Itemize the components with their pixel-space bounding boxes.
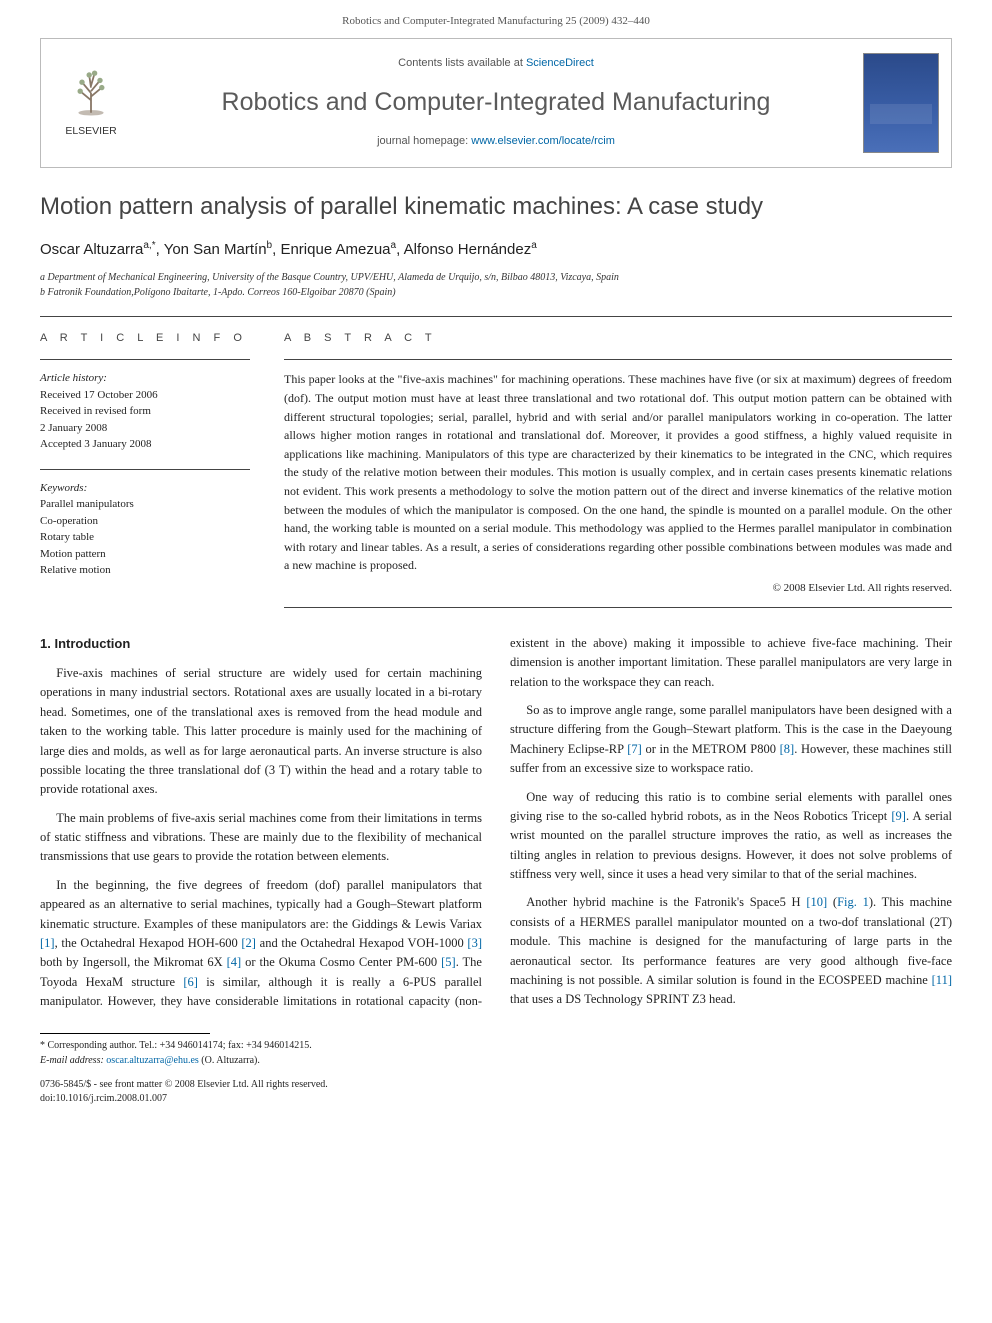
para-6-seg-d: that uses a DS Technology SPRINT Z3 head… [510,992,736,1006]
keyword-2: Co-operation [40,513,250,530]
para-5-seg-a: One way of reducing this ratio is to com… [510,790,952,823]
abstract-col: A B S T R A C T This paper looks at the … [284,331,952,607]
sciencedirect-link[interactable]: ScienceDirect [526,57,594,69]
email-who: (O. Altuzarra). [199,1055,260,1066]
page-footer: * Corresponding author. Tel.: +34 946014… [0,1033,992,1122]
revised-line1: Received in revised form [40,403,250,420]
affiliation-b: b Fatronik Foundation,Polígono Ibaitarte… [40,285,952,300]
divider [40,316,952,317]
author-2: Yon San Martín [164,241,267,258]
journal-cover-icon [863,53,939,153]
ref-link-1[interactable]: [1] [40,936,55,950]
abstract-copyright: © 2008 Elsevier Ltd. All rights reserved… [284,581,952,597]
divider [284,359,952,360]
publisher-name: ELSEVIER [65,124,116,139]
revised-line2: 2 January 2008 [40,420,250,437]
contents-line: Contents lists available at ScienceDirec… [398,56,594,72]
para-4: So as to improve angle range, some paral… [510,701,952,779]
author-2-sup: b [267,240,273,251]
homepage-prefix: journal homepage: [377,135,471,147]
doi-line: doi:10.1016/j.rcim.2008.01.007 [40,1092,952,1106]
divider [40,359,250,360]
accepted-date: Accepted 3 January 2008 [40,436,250,453]
article-title: Motion pattern analysis of parallel kine… [40,190,952,225]
running-header: Robotics and Computer-Integrated Manufac… [0,0,992,38]
keywords-label: Keywords: [40,480,250,497]
author-4: Alfonso Hernández [404,241,532,258]
author-3-sup: a [391,240,397,251]
author-1-sup: a,* [143,240,155,251]
ref-link-3[interactable]: [3] [467,936,482,950]
email-label: E-mail address: [40,1055,106,1066]
abstract-label: A B S T R A C T [284,331,952,347]
corr-author-line: * Corresponding author. Tel.: +34 946014… [40,1038,952,1053]
ref-link-7[interactable]: [7] [627,742,642,756]
ref-link-4[interactable]: [4] [227,955,242,969]
homepage-line: journal homepage: www.elsevier.com/locat… [377,134,615,150]
authors-line: Oscar Altuzarraa,*, Yon San Martínb, Enr… [40,239,952,261]
author-1: Oscar Altuzarra [40,241,143,258]
para-2: The main problems of five-axis serial ma… [40,809,482,867]
divider [40,469,250,470]
ref-link-11[interactable]: [11] [932,973,952,987]
contents-prefix: Contents lists available at [398,57,526,69]
ref-link-8[interactable]: [8] [780,742,795,756]
ref-link-6[interactable]: [6] [183,975,198,989]
footnote-rule [40,1033,210,1034]
journal-banner: ELSEVIER Contents lists available at Sci… [40,38,952,168]
keyword-3: Rotary table [40,529,250,546]
para-5: One way of reducing this ratio is to com… [510,788,952,885]
abstract-text: This paper looks at the "five-axis machi… [284,370,952,575]
email-link[interactable]: oscar.altuzarra@ehu.es [106,1055,199,1066]
homepage-link[interactable]: www.elsevier.com/locate/rcim [471,135,615,147]
cover-block [851,39,951,167]
para-6-seg-a: Another hybrid machine is the Fatronik's… [526,895,806,909]
para-6: Another hybrid machine is the Fatronik's… [510,893,952,1009]
ref-link-5[interactable]: [5] [441,955,456,969]
journal-title: Robotics and Computer-Integrated Manufac… [222,84,771,120]
issn-block: 0736-5845/$ - see front matter © 2008 El… [40,1078,952,1106]
elsevier-tree-icon [64,66,118,120]
banner-center: Contents lists available at ScienceDirec… [141,39,851,167]
keyword-4: Motion pattern [40,546,250,563]
ref-link-10[interactable]: [10] [806,895,827,909]
keywords-block: Keywords: Parallel manipulators Co-opera… [40,480,250,579]
para-3-seg-b: , the Octahedral Hexapod HOH-600 [55,936,242,950]
fig-link-1[interactable]: Fig. 1 [837,895,869,909]
received-date: Received 17 October 2006 [40,387,250,404]
publisher-block: ELSEVIER [41,39,141,167]
divider [284,607,952,608]
meta-abstract-row: A R T I C L E I N F O Article history: R… [40,331,952,607]
ref-link-9[interactable]: [9] [891,809,906,823]
article-info-label: A R T I C L E I N F O [40,331,250,347]
ref-link-2[interactable]: [2] [241,936,256,950]
keyword-5: Relative motion [40,562,250,579]
para-6-seg-b: ( [827,895,837,909]
history-label: Article history: [40,370,250,387]
body-columns: 1. Introduction Five-axis machines of se… [40,634,952,1015]
section-heading-intro: 1. Introduction [40,634,482,654]
para-3-seg-c: and the Octahedral Hexapod VOH-1000 [256,936,467,950]
citation: Robotics and Computer-Integrated Manufac… [342,15,650,27]
article-info-col: A R T I C L E I N F O Article history: R… [40,331,250,607]
issn-line-1: 0736-5845/$ - see front matter © 2008 El… [40,1078,952,1092]
para-1: Five-axis machines of serial structure a… [40,664,482,800]
para-3-seg-e: or the Okuma Cosmo Center PM-600 [241,955,441,969]
author-4-sup: a [531,240,537,251]
affiliation-a: a Department of Mechanical Engineering, … [40,270,952,285]
keyword-1: Parallel manipulators [40,496,250,513]
para-3-seg-d: both by Ingersoll, the Mikromat 6X [40,955,227,969]
author-3: Enrique Amezua [280,241,390,258]
affiliations: a Department of Mechanical Engineering, … [40,270,952,300]
article-history: Article history: Received 17 October 200… [40,370,250,453]
para-4-seg-b: or in the METROM P800 [642,742,780,756]
para-3-seg-a: In the beginning, the five degrees of fr… [40,878,482,931]
corresponding-note: * Corresponding author. Tel.: +34 946014… [40,1038,952,1068]
email-line: E-mail address: oscar.altuzarra@ehu.es (… [40,1053,952,1068]
